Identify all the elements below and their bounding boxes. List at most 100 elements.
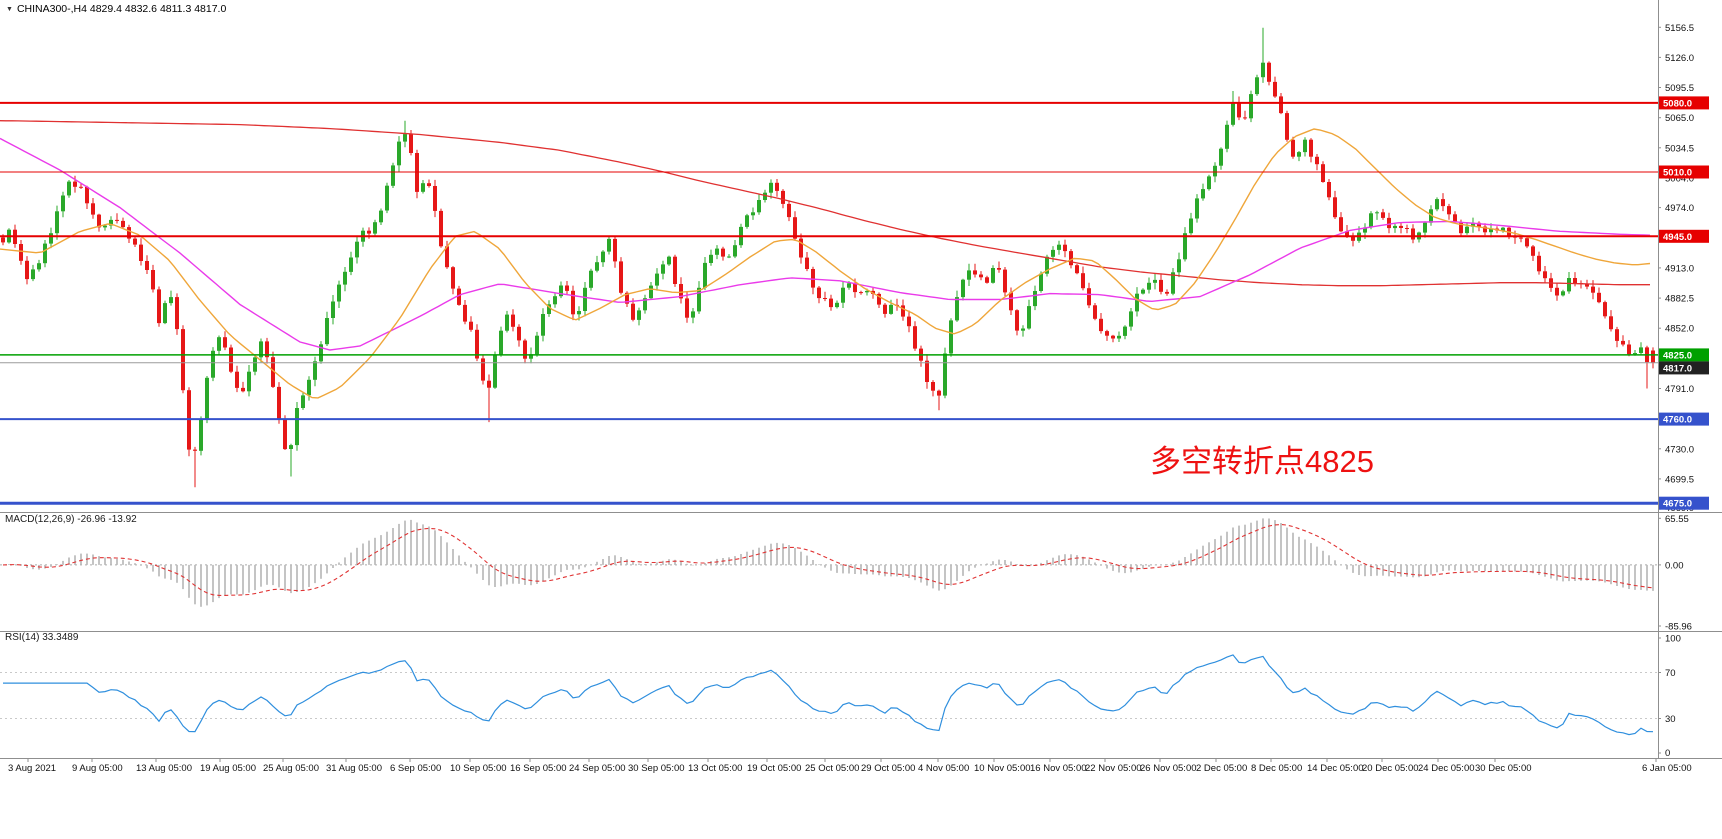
y-axis-tick: 4791.0 (1665, 384, 1694, 395)
candle-body (343, 271, 347, 285)
price-tag-4825.0[interactable] (1659, 348, 1709, 362)
candle-body (829, 298, 833, 308)
price-tag-4675.0[interactable] (1659, 496, 1709, 510)
candle-body (1063, 244, 1067, 252)
candle-body (565, 285, 569, 291)
candle-body (607, 238, 611, 252)
candle-body (1003, 269, 1007, 293)
macd-indicator-label: MACD(12,26,9) -26.96 -13.92 (5, 514, 137, 525)
candle-body (1585, 283, 1589, 287)
price-tag-5010.0[interactable] (1659, 165, 1709, 179)
candle-body (757, 200, 761, 213)
chevron-down-icon[interactable]: ▼ (6, 6, 13, 13)
candle-body (271, 357, 275, 387)
candle-body (391, 165, 395, 186)
price-tag-text: 4817.0 (1663, 363, 1692, 374)
price-tag-4760.0[interactable] (1659, 412, 1709, 426)
candle-body (373, 222, 377, 234)
candle-body (1195, 198, 1199, 219)
candle-body (1213, 165, 1217, 177)
x-axis-label: 8 Dec 05:00 (1251, 763, 1302, 774)
y-axis-tick: 5065.0 (1665, 113, 1694, 124)
candle-body (643, 298, 647, 311)
candle-body (1603, 302, 1607, 317)
candle-body (1387, 217, 1391, 229)
price-tag-4945.0[interactable] (1659, 229, 1709, 243)
candle-body (1279, 96, 1283, 114)
candle-body (1429, 209, 1433, 223)
candle-body (793, 217, 797, 239)
moving-averages-layer (0, 120, 1651, 399)
candle-body (1111, 335, 1115, 339)
candle-body (949, 320, 953, 354)
y-axis-tick: 5034.5 (1665, 143, 1694, 154)
candle-body (103, 225, 107, 228)
y-axis-tick: 5156.5 (1665, 23, 1694, 34)
x-axis-label: 19 Aug 05:00 (200, 763, 256, 774)
candle-body (661, 264, 665, 274)
candle-body (1555, 287, 1559, 296)
candle-body (1477, 222, 1481, 227)
x-axis-label: 19 Oct 05:00 (747, 763, 801, 774)
candle-body (1621, 340, 1625, 345)
candle-body (1543, 271, 1547, 279)
price-tag-4817.0[interactable] (1659, 361, 1709, 375)
candle-body (379, 210, 383, 223)
candle-body (295, 408, 299, 446)
candle-body (1591, 286, 1595, 293)
candle-body (967, 270, 971, 280)
candle-body (907, 316, 911, 327)
candle-body (1315, 156, 1319, 165)
x-axis-label: 14 Dec 05:00 (1307, 763, 1364, 774)
candle-body (889, 304, 893, 314)
price-tag-text: 4760.0 (1663, 415, 1692, 426)
candle-body (991, 268, 995, 283)
rsi-scale-label: 100 (1665, 634, 1681, 645)
y-axis-tick: 4913.0 (1665, 263, 1694, 274)
candle-body (451, 267, 455, 289)
candle-body (769, 182, 773, 193)
candle-body (223, 337, 227, 348)
candle-body (997, 268, 1001, 270)
candle-body (1021, 328, 1025, 331)
candle-body (715, 248, 719, 255)
candle-body (985, 277, 989, 283)
candle-body (1285, 113, 1289, 140)
candle-body (1567, 278, 1571, 292)
candle-body (79, 186, 83, 188)
candle-body (1423, 222, 1427, 233)
candle-body (697, 287, 701, 312)
x-axis-label: 16 Nov 05:00 (1030, 763, 1087, 774)
candle-body (1219, 148, 1223, 166)
candle-body (1297, 152, 1301, 157)
candle-body (463, 304, 467, 322)
candle-body (1135, 293, 1139, 312)
candle-body (193, 449, 197, 451)
candle-body (1459, 222, 1463, 234)
candle-body (1483, 226, 1487, 233)
candle-body (319, 344, 323, 362)
candle-body (25, 260, 29, 280)
price-tag-text: 5080.0 (1663, 98, 1692, 109)
candle-body (289, 445, 293, 449)
candle-body (751, 212, 755, 216)
candle-body (1321, 164, 1325, 182)
candle-body (817, 287, 821, 299)
x-axis-label: 13 Aug 05:00 (136, 763, 192, 774)
price-tag-5080.0[interactable] (1659, 96, 1709, 110)
ma-long-red (0, 120, 1650, 287)
price-tag-text: 4945.0 (1663, 232, 1692, 243)
candle-body (1531, 246, 1535, 256)
rsi-scale-label: 30 (1665, 714, 1676, 725)
candle-body (73, 181, 77, 187)
candle-body (595, 262, 599, 271)
candle-body (1099, 318, 1103, 332)
candle-body (1183, 233, 1187, 260)
candle-body (1171, 272, 1175, 294)
candle-body (1633, 353, 1637, 355)
candle-body (1009, 292, 1013, 311)
candle-body (109, 219, 113, 226)
candle-body (307, 379, 311, 396)
candle-body (1141, 289, 1145, 294)
